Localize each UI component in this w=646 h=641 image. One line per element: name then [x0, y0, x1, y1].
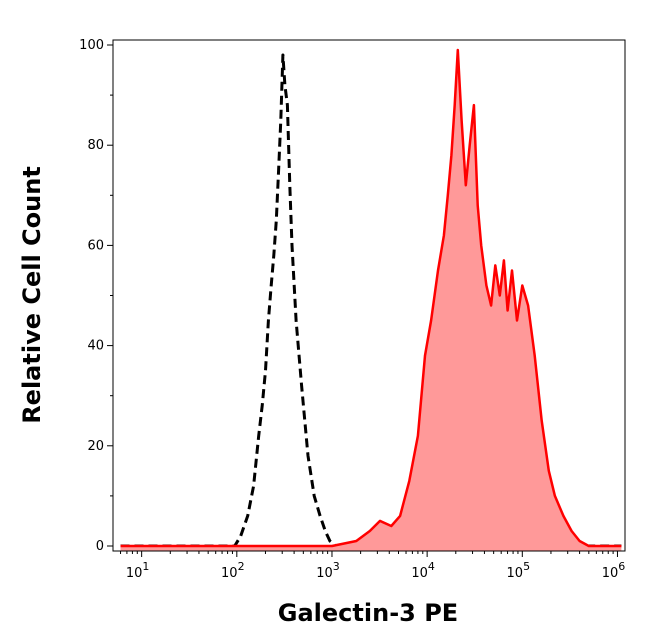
x-tick-label: 104	[411, 560, 435, 581]
x-tick-label: 105	[507, 560, 531, 581]
y-tick-label: 60	[87, 238, 104, 253]
tick-layer: 0 20 40 60 80 100 101 102 103 104 105 106	[79, 38, 625, 581]
series-1-area	[120, 50, 622, 551]
series-0-line	[120, 53, 622, 548]
x-tick-label: 103	[316, 560, 340, 581]
y-tick-label: 40	[87, 339, 104, 354]
x-tick-label: 106	[602, 560, 626, 581]
x-tick-label: 102	[221, 560, 245, 581]
x-tick-label: 101	[126, 560, 150, 581]
y-tick-label: 80	[87, 138, 104, 153]
series-1-line	[120, 48, 622, 548]
y-tick-label: 20	[87, 439, 104, 454]
x-axis-title: Galectin-3 PE	[278, 599, 458, 627]
y-tick-label: 0	[96, 539, 104, 554]
series-layer	[120, 48, 622, 551]
y-tick-label: 100	[79, 38, 104, 53]
y-axis-title: Relative Cell Count	[18, 166, 46, 424]
